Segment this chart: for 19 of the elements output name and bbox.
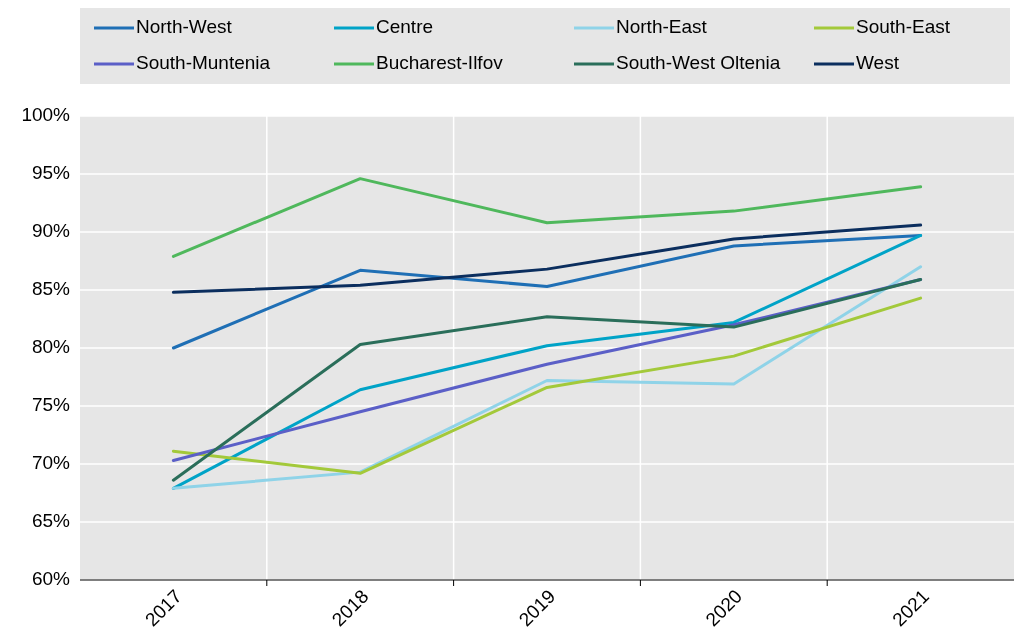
legend-label: North-East — [616, 16, 708, 38]
line-series — [171, 177, 923, 258]
legend-label: South-West Oltenia — [616, 52, 781, 74]
legend-label: West — [856, 52, 900, 74]
y-tick-label: 80% — [31, 336, 71, 358]
y-tick-label: 60% — [31, 568, 71, 590]
legend-label: North-West — [136, 16, 233, 38]
legend-label: Bucharest-Ilfov — [376, 52, 504, 74]
y-tick-label: 90% — [31, 220, 71, 242]
y-tick-label: 85% — [31, 278, 71, 300]
line-series — [171, 223, 923, 294]
y-tick-label: 65% — [31, 510, 71, 532]
y-tick-label: 70% — [31, 452, 71, 474]
legend-label: Centre — [376, 16, 434, 38]
y-tick-label: 75% — [31, 394, 71, 416]
y-tick-label: 100% — [21, 104, 71, 126]
legend-label: South-Muntenia — [136, 52, 271, 74]
y-tick-label: 95% — [31, 162, 71, 184]
legend-label: South-East — [856, 16, 951, 38]
